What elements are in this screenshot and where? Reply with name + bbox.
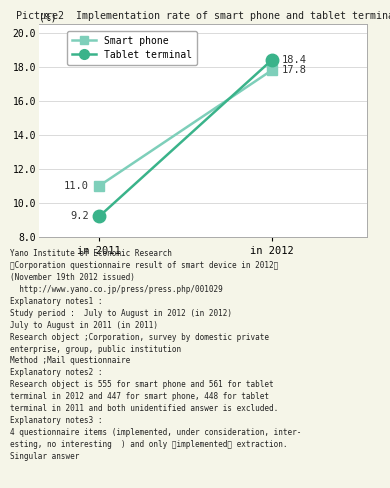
- Text: (%): (%): [39, 13, 57, 23]
- Text: Method ;Mail questionnaire: Method ;Mail questionnaire: [10, 356, 130, 366]
- Text: (November 19th 2012 issued): (November 19th 2012 issued): [10, 273, 135, 282]
- Text: Yano Institute of Economic Research: Yano Institute of Economic Research: [10, 249, 172, 258]
- Legend: Smart phone, Tablet terminal: Smart phone, Tablet terminal: [67, 31, 197, 65]
- Text: Research object is 555 for smart phone and 561 for tablet: Research object is 555 for smart phone a…: [10, 381, 273, 389]
- Text: 11.0: 11.0: [64, 181, 89, 191]
- Text: terminal in 2012 and 447 for smart phone, 448 for tablet: terminal in 2012 and 447 for smart phone…: [10, 392, 269, 401]
- Text: http://www.yano.co.jp/press/press.php/001029: http://www.yano.co.jp/press/press.php/00…: [10, 285, 223, 294]
- Text: Explanatory notes1 :: Explanatory notes1 :: [10, 297, 102, 305]
- Text: Study period :  July to August in 2012 (in 2012): Study period : July to August in 2012 (i…: [10, 308, 232, 318]
- Text: Explanatory notes2 :: Explanatory notes2 :: [10, 368, 102, 377]
- Text: Research object ;Corporation, survey by domestic private: Research object ;Corporation, survey by …: [10, 333, 269, 342]
- Text: Picture2  Implementation rate of smart phone and tablet terminal: Picture2 Implementation rate of smart ph…: [16, 11, 390, 20]
- Text: July to August in 2011 (in 2011): July to August in 2011 (in 2011): [10, 321, 158, 329]
- Text: 4 questionnaire items (implemented, under consideration, inter-: 4 questionnaire items (implemented, unde…: [10, 428, 301, 437]
- Text: esting, no interesting  ) and only 『implemented』 extraction.: esting, no interesting ) and only 『imple…: [10, 440, 287, 449]
- Text: enterprise, group, public institution: enterprise, group, public institution: [10, 345, 181, 353]
- Text: Explanatory notes3 :: Explanatory notes3 :: [10, 416, 102, 425]
- Text: 18.4: 18.4: [282, 55, 307, 65]
- Text: terminal in 2011 and both unidentified answer is excluded.: terminal in 2011 and both unidentified a…: [10, 404, 278, 413]
- Text: 9.2: 9.2: [70, 211, 89, 221]
- Text: 17.8: 17.8: [282, 65, 307, 75]
- Text: Singular answer: Singular answer: [10, 452, 79, 461]
- Text: 「Corporation questionnaire result of smart device in 2012」: 「Corporation questionnaire result of sma…: [10, 261, 278, 270]
